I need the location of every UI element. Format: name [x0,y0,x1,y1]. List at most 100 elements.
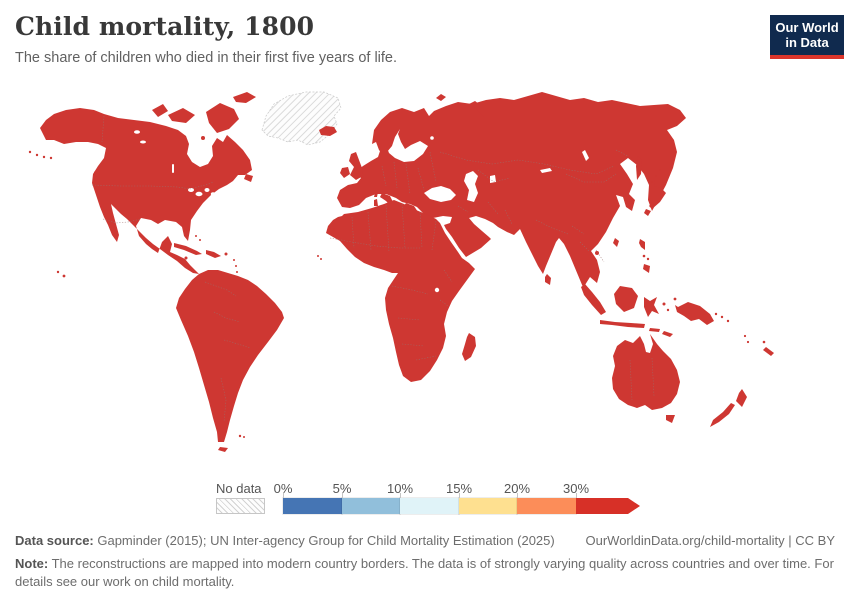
hokkaido[interactable] [654,180,663,188]
owid-logo-accent-bar [770,54,844,59]
svalbard[interactable] [436,94,446,101]
legend-bin-label: 5% [332,481,352,496]
south-america[interactable] [176,270,284,442]
iceland[interactable] [319,126,337,136]
moluccas[interactable] [662,297,677,312]
lake-erie [204,188,210,192]
new-zealand-south[interactable] [710,403,735,427]
legend-bin-30%[interactable] [576,498,640,514]
owid-logo-text: Our World in Data [770,15,844,55]
legend-bin-15%[interactable] [458,497,518,515]
timor[interactable] [662,331,673,337]
chart-subtitle: The share of children who died in their … [15,50,398,66]
greenland-no-data[interactable] [261,91,342,146]
owid-url-link[interactable]: OurWorldinData.org/child-mortality | CC … [585,533,836,548]
aral-sea [490,175,496,183]
black-sea [424,186,456,202]
country-borders [91,115,655,423]
borneo[interactable] [614,286,638,312]
world-map-svg[interactable] [0,90,850,470]
eurasia[interactable] [337,92,686,303]
atlantic-islands[interactable] [317,227,335,260]
lake-balkhash [540,168,552,173]
java[interactable] [600,320,645,328]
sardinia[interactable] [374,199,378,206]
legend-bin-label: 30% [562,481,590,496]
nodata-swatch[interactable] [216,498,265,514]
data-source: Data source: Gapminder (2015); UN Inter-… [15,533,555,548]
lake-superior [188,188,194,192]
lesser-antilles[interactable] [233,259,238,279]
legend-bin-0%[interactable] [282,497,343,515]
great-bear-lake [134,130,140,134]
kyushu[interactable] [644,209,651,216]
chart-header: Child mortality, 1800 The share of child… [15,12,755,66]
aleutian-islands[interactable] [28,150,53,160]
novaya-zemlya[interactable] [469,101,488,117]
owid-logo[interactable]: Our World in Data [770,15,844,59]
lake-michigan-huron [195,191,203,197]
southampton-island[interactable] [201,136,205,140]
landmasses[interactable] [28,92,774,452]
legend-bin-20%[interactable] [516,497,577,515]
lake-ladoga [430,136,434,140]
hawaii[interactable] [56,270,66,278]
puerto-rico[interactable] [224,252,228,256]
north-america[interactable] [40,108,252,274]
ellesmere-island[interactable] [233,92,256,103]
mindanao[interactable] [643,264,650,273]
banks-island[interactable] [152,104,168,117]
jamaica[interactable] [184,256,188,260]
sakhalin[interactable] [636,156,642,180]
vancouver-island[interactable] [94,169,100,177]
map-legend: No data 0% 5% 10% 15% 20% 30% [0,479,850,519]
visayas[interactable] [642,254,650,261]
legend-tick [459,493,460,498]
tasmania[interactable] [666,415,675,423]
legend-bin-10%[interactable] [399,497,460,515]
footer-note: Note: The reconstructions are mapped int… [15,556,834,590]
legend-tick [342,493,343,498]
baffin-island[interactable] [206,103,239,133]
cuba[interactable] [174,243,202,255]
legend-bin-label: 10% [386,481,414,496]
pacific-islands[interactable] [714,312,774,356]
lake-baikal [582,150,589,161]
newfoundland[interactable] [244,174,253,182]
legend-tick [283,493,284,498]
caspian-sea [464,171,478,202]
sumatra[interactable] [581,284,606,315]
new-zealand-north[interactable] [736,389,747,407]
sulawesi[interactable] [644,297,659,317]
victoria-island[interactable] [168,108,195,123]
great-britain[interactable] [349,152,363,180]
legend-bin-5%[interactable] [341,497,401,515]
luzon[interactable] [639,239,645,250]
australia[interactable] [612,334,680,410]
corsica[interactable] [374,192,378,197]
legend-tick [517,493,518,498]
honshu[interactable] [649,189,666,209]
legend-tick [400,493,401,498]
world-map[interactable] [0,90,850,470]
sri-lanka[interactable] [545,274,551,285]
chart-footer: Data source: Gapminder (2015); UN Inter-… [15,532,835,592]
africa[interactable] [326,200,475,382]
falkland-islands[interactable] [238,434,245,438]
new-guinea[interactable] [675,302,714,325]
tierra-del-fuego[interactable] [218,447,228,452]
lake-winnipeg [172,164,174,173]
ireland[interactable] [340,167,350,178]
lesser-sunda[interactable] [649,328,660,332]
kuril-islands[interactable] [651,169,661,183]
great-slave-lake [140,140,146,144]
bahamas[interactable] [195,235,201,241]
lake-victoria [434,287,440,293]
legend-bin-label: 15% [445,481,473,496]
hispaniola[interactable] [206,250,221,258]
inland-waters [134,130,589,293]
taiwan[interactable] [613,238,619,247]
hainan[interactable] [595,251,599,255]
madagascar[interactable] [462,333,476,361]
